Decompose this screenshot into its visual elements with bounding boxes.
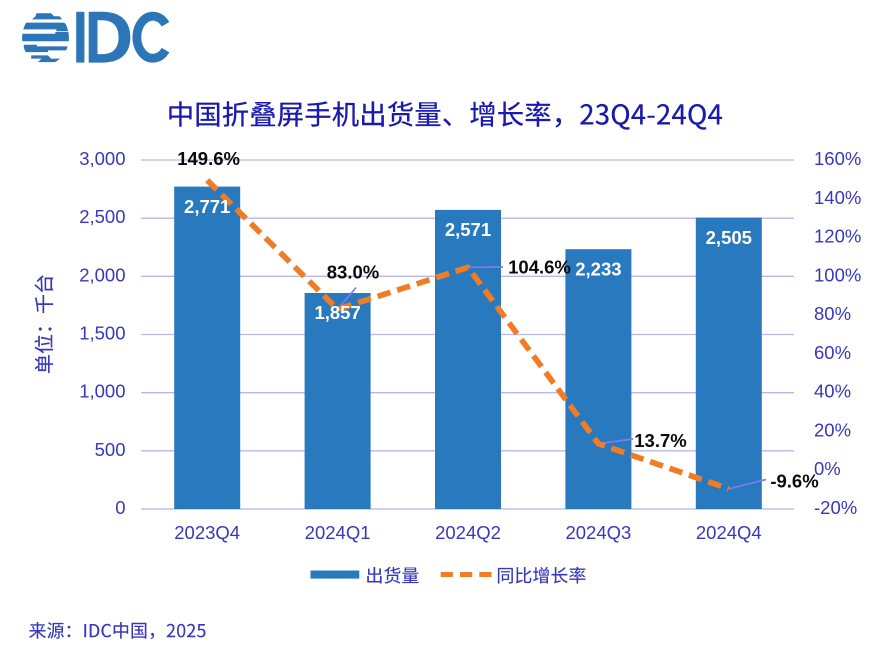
svg-text:2,505: 2,505 <box>706 227 752 248</box>
svg-text:140%: 140% <box>814 187 861 208</box>
svg-text:2024Q4: 2024Q4 <box>696 522 762 543</box>
svg-text:1,857: 1,857 <box>314 302 360 323</box>
svg-text:2024Q2: 2024Q2 <box>435 522 501 543</box>
svg-text:149.6%: 149.6% <box>177 148 240 169</box>
svg-text:2,571: 2,571 <box>445 219 491 240</box>
svg-text:1,500: 1,500 <box>79 323 125 344</box>
svg-text:83.0%: 83.0% <box>327 261 379 282</box>
svg-text:2,233: 2,233 <box>575 258 621 279</box>
svg-text:40%: 40% <box>814 381 851 402</box>
svg-text:2023Q4: 2023Q4 <box>174 522 240 543</box>
svg-text:2024Q1: 2024Q1 <box>305 522 371 543</box>
svg-text:0: 0 <box>115 497 125 518</box>
svg-text:2,771: 2,771 <box>184 196 230 217</box>
svg-text:2024Q3: 2024Q3 <box>565 522 631 543</box>
svg-text:20%: 20% <box>814 419 851 440</box>
svg-text:-9.6%: -9.6% <box>770 470 818 491</box>
svg-text:3,000: 3,000 <box>79 148 125 169</box>
svg-text:80%: 80% <box>814 303 851 324</box>
svg-text:1,000: 1,000 <box>79 381 125 402</box>
svg-text:60%: 60% <box>814 342 851 363</box>
svg-text:120%: 120% <box>814 226 861 247</box>
svg-text:2,500: 2,500 <box>79 206 125 227</box>
svg-text:-20%: -20% <box>814 497 857 518</box>
svg-text:104.6%: 104.6% <box>508 256 571 277</box>
svg-text:0%: 0% <box>814 458 841 479</box>
svg-text:13.7%: 13.7% <box>634 430 686 451</box>
svg-text:2,000: 2,000 <box>79 264 125 285</box>
svg-text:500: 500 <box>95 439 126 460</box>
svg-text:160%: 160% <box>814 148 861 169</box>
svg-text:100%: 100% <box>814 264 861 285</box>
